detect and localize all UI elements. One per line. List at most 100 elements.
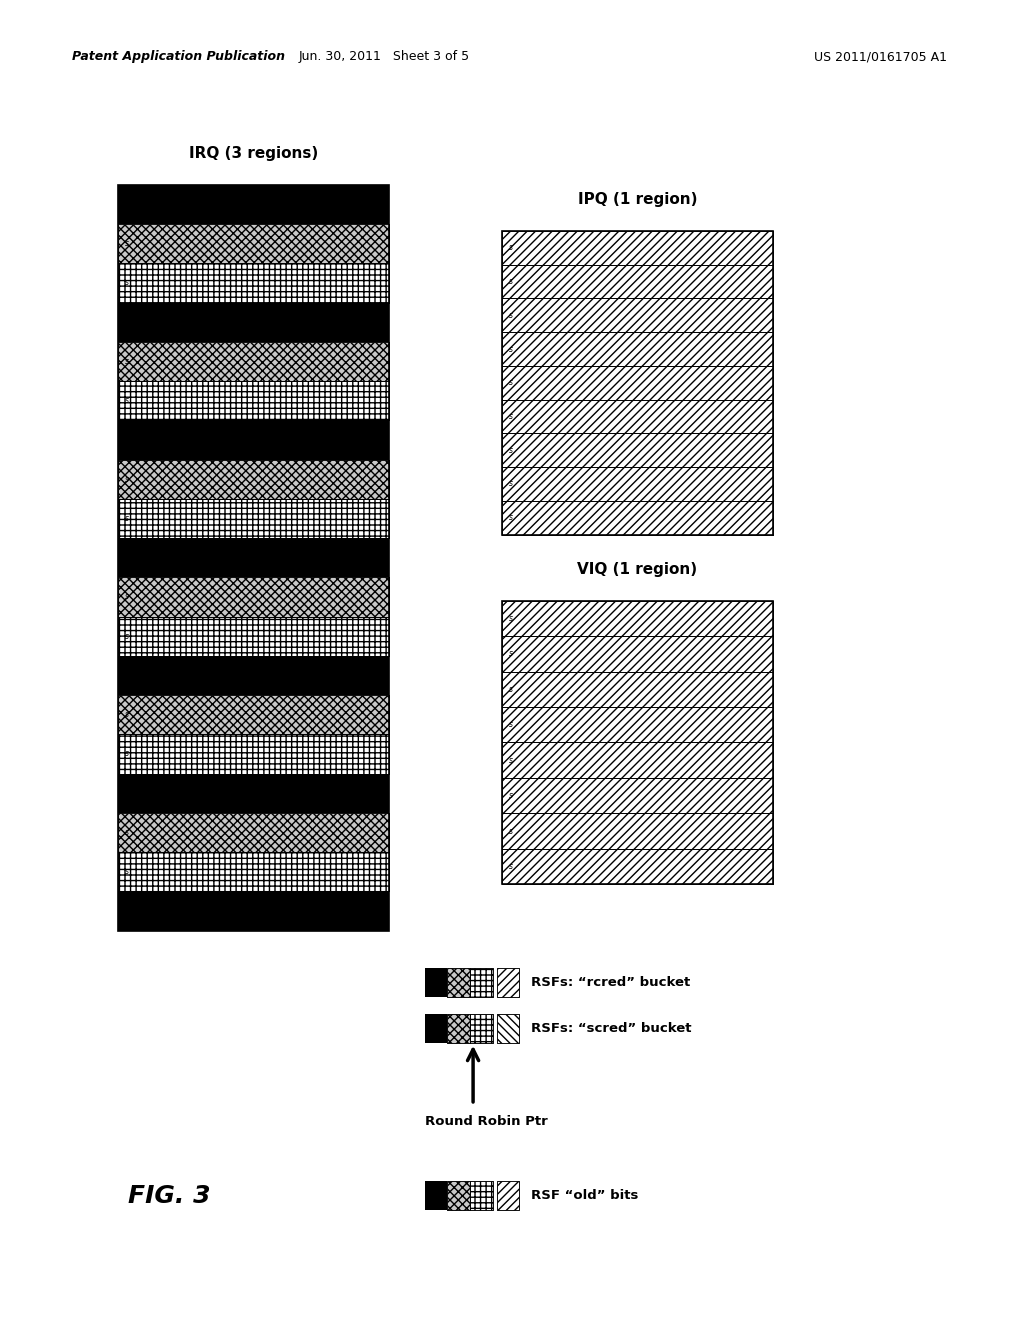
Text: s: s [509, 721, 513, 729]
Bar [497, 968, 519, 997]
Bar [447, 1014, 470, 1043]
Bar [502, 298, 773, 333]
Bar [497, 1014, 519, 1043]
Bar [502, 298, 773, 333]
Bar [497, 968, 519, 997]
Text: s: s [125, 396, 129, 405]
Bar [447, 1181, 470, 1210]
Bar [502, 265, 773, 298]
Text: s: s [509, 479, 513, 488]
Text: s: s [509, 446, 513, 455]
Bar [502, 333, 773, 366]
Bar [502, 333, 773, 366]
Bar [118, 577, 389, 616]
Text: s: s [509, 379, 513, 387]
Bar [502, 777, 773, 813]
Text: s: s [509, 345, 513, 354]
Bar [502, 708, 773, 742]
Bar [502, 742, 773, 777]
Bar [118, 696, 389, 734]
Bar [502, 231, 773, 265]
Bar [502, 849, 773, 884]
Bar [502, 467, 773, 500]
Text: IPQ (1 region): IPQ (1 region) [578, 193, 697, 207]
Bar [502, 672, 773, 708]
Text: US 2011/0161705 A1: US 2011/0161705 A1 [814, 50, 947, 63]
Bar [118, 342, 389, 381]
Text: s: s [125, 632, 129, 640]
Bar [497, 1181, 519, 1210]
Bar [447, 1181, 470, 1210]
Bar [470, 968, 493, 997]
Text: s: s [125, 828, 129, 837]
Bar [502, 601, 773, 884]
Bar [118, 853, 389, 891]
Bar [502, 433, 773, 467]
Bar [447, 968, 470, 997]
Text: Patent Application Publication: Patent Application Publication [72, 50, 285, 63]
Bar [502, 672, 773, 708]
Bar [470, 1014, 493, 1043]
Bar [502, 467, 773, 500]
Bar [118, 420, 389, 459]
Text: s: s [509, 513, 513, 523]
Text: s: s [509, 614, 513, 623]
Bar [502, 849, 773, 884]
Text: s: s [125, 593, 129, 602]
Bar [502, 433, 773, 467]
Bar [470, 968, 493, 997]
Text: s: s [125, 513, 129, 523]
Bar [118, 853, 389, 891]
Bar [447, 968, 470, 997]
Text: s: s [509, 685, 513, 694]
Bar [118, 459, 389, 499]
Text: FIG. 3: FIG. 3 [128, 1184, 211, 1208]
Bar [118, 734, 389, 774]
Text: VIQ (1 region): VIQ (1 region) [578, 562, 697, 577]
Text: s: s [509, 649, 513, 659]
Bar [502, 231, 773, 265]
Bar [118, 734, 389, 774]
Bar [118, 539, 389, 577]
Text: s: s [125, 475, 129, 483]
Bar [118, 499, 389, 539]
Bar [502, 366, 773, 400]
Text: s: s [509, 243, 513, 252]
Text: s: s [509, 791, 513, 800]
Bar [470, 1014, 493, 1043]
Bar [118, 774, 389, 813]
Text: s: s [509, 826, 513, 836]
Bar [502, 265, 773, 298]
Bar [118, 185, 389, 224]
Text: s: s [509, 862, 513, 871]
Bar [502, 500, 773, 535]
Bar [502, 400, 773, 433]
Bar [497, 1181, 519, 1210]
Text: RSF “old” bits: RSF “old” bits [531, 1189, 639, 1203]
Bar [425, 968, 447, 997]
Text: s: s [125, 867, 129, 876]
Bar [502, 813, 773, 849]
Bar [497, 1014, 519, 1043]
Text: RSFs: “rcred” bucket: RSFs: “rcred” bucket [531, 975, 691, 989]
Bar [118, 459, 389, 499]
Text: s: s [509, 277, 513, 286]
Bar [118, 185, 389, 931]
Text: s: s [509, 756, 513, 764]
Bar [470, 1181, 493, 1210]
Text: Round Robin Ptr: Round Robin Ptr [425, 1115, 548, 1129]
Text: s: s [125, 356, 129, 366]
Bar [118, 656, 389, 696]
Bar [502, 601, 773, 636]
Bar [118, 813, 389, 853]
Bar [425, 1014, 447, 1043]
Bar [118, 302, 389, 342]
Bar [118, 616, 389, 656]
Bar [118, 616, 389, 656]
Bar [118, 381, 389, 420]
Bar [502, 742, 773, 777]
Bar [118, 381, 389, 420]
Text: s: s [509, 310, 513, 319]
Bar [118, 813, 389, 853]
Bar [118, 696, 389, 734]
